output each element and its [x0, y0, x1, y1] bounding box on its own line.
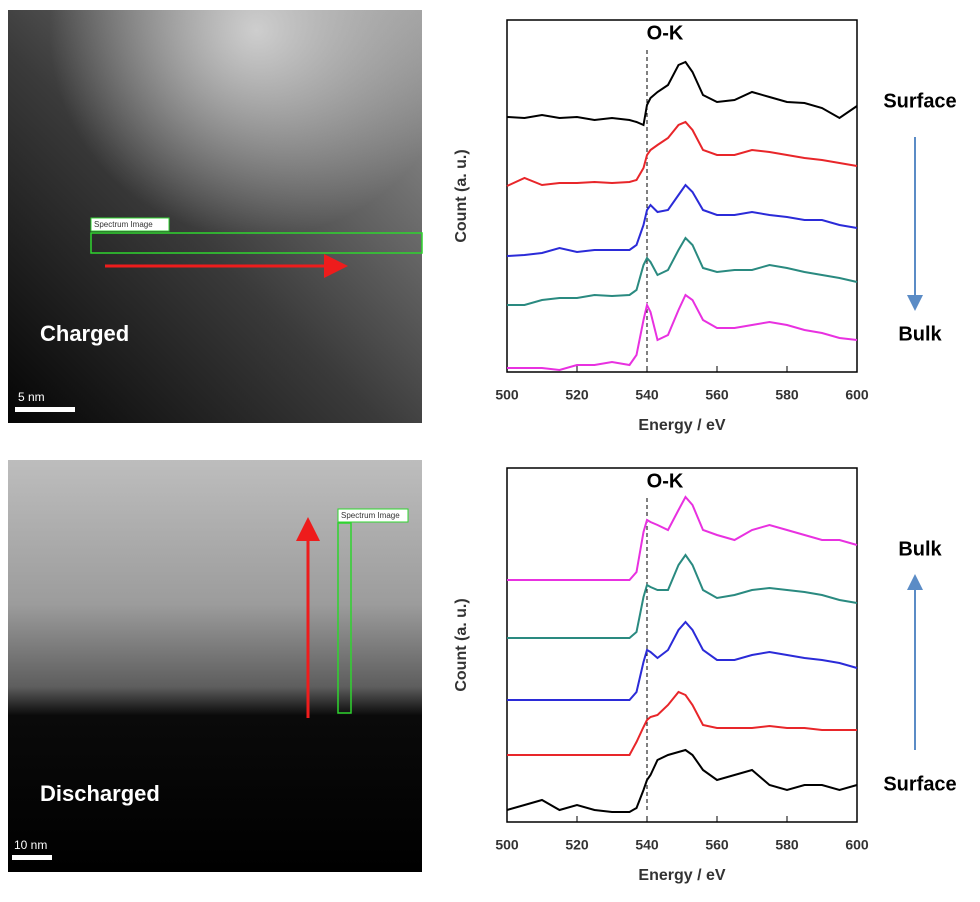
image-label: Discharged — [40, 781, 160, 806]
side-label: Surface — [883, 773, 956, 795]
stem-image: Spectrum Image Discharged 10 nm — [8, 460, 422, 872]
y-axis-label: Count (a. u.) — [453, 149, 470, 242]
y-axis-label: Count (a. u.) — [453, 598, 470, 691]
side-label: Bulk — [898, 323, 942, 345]
plot-frame — [506, 467, 858, 823]
x-tick-label: 560 — [705, 387, 729, 403]
x-tick-label: 560 — [705, 837, 729, 853]
x-tick-label: 540 — [635, 387, 659, 403]
plot-frame — [506, 19, 858, 373]
spectrum-line — [506, 183, 858, 257]
chart-title: O-K — [647, 470, 684, 492]
scale-label: 5 nm — [18, 390, 45, 404]
x-axis-label: Energy / eV — [638, 867, 725, 884]
spectrum-line — [506, 748, 858, 813]
box-label: Spectrum Image — [341, 511, 400, 520]
stem-image: Spectrum Image Charged 5 nm — [8, 10, 423, 423]
side-label: Bulk — [898, 538, 942, 560]
box-label: Spectrum Image — [94, 220, 153, 229]
x-tick-label: 500 — [495, 837, 519, 853]
spectrum-line — [507, 553, 858, 639]
x-tick-label: 580 — [775, 387, 799, 403]
x-tick-label: 520 — [565, 837, 589, 853]
x-tick-label: 500 — [495, 387, 519, 403]
scale-label: 10 nm — [14, 838, 47, 852]
x-tick-label: 600 — [845, 387, 869, 403]
spectrum-line — [507, 236, 858, 306]
chart-title: O-K — [647, 22, 684, 44]
spectrum-line — [507, 690, 857, 756]
spectrum-line — [507, 620, 858, 701]
x-tick-label: 580 — [775, 837, 799, 853]
spectrum-line — [506, 120, 858, 187]
x-axis-label: Energy / eV — [638, 417, 725, 434]
side-label: Surface — [883, 90, 956, 112]
spectrum-line — [506, 60, 858, 127]
x-tick-label: 540 — [635, 837, 659, 853]
image-label: Charged — [40, 321, 129, 346]
x-tick-label: 520 — [565, 387, 589, 403]
spectrum-line — [507, 293, 858, 372]
spectrum-line — [507, 495, 858, 581]
x-tick-label: 600 — [845, 837, 869, 853]
